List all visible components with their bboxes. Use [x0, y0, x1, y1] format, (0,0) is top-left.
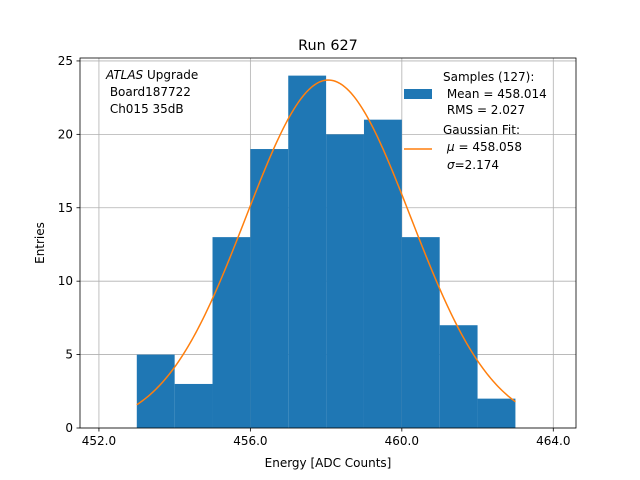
- y-tick-label: 0: [65, 421, 73, 435]
- histogram-bar: [288, 75, 327, 428]
- legend-mu-symbol: μ: [446, 140, 455, 154]
- gaussian-fit-curve: [136, 79, 516, 406]
- plot-frame: [79, 57, 577, 429]
- x-tick-label: 460.0: [385, 434, 419, 448]
- legend-samples-mean: Mean = 458.014: [443, 87, 547, 101]
- y-axis-label: Entries: [33, 222, 47, 264]
- atlas-annotation: ATLAS Upgrade Board187722 Ch015 35dB: [105, 68, 198, 116]
- annotation-upgrade: Upgrade: [143, 68, 198, 82]
- annotation-atlas: ATLAS: [105, 68, 144, 82]
- y-tick-label: 20: [58, 127, 73, 141]
- legend-sigma-value: =2.174: [455, 158, 499, 172]
- chart-title: Run 627: [298, 38, 358, 54]
- legend-mu-value: = 458.058: [455, 140, 522, 154]
- annotation-board: Board187722: [106, 85, 191, 99]
- y-tick-label: 5: [65, 348, 73, 362]
- y-tick-label: 25: [58, 54, 73, 68]
- histogram-bar: [477, 398, 516, 428]
- histogram-bars: [136, 75, 516, 429]
- y-tick-label: 15: [58, 201, 73, 215]
- histogram-bar: [439, 325, 478, 428]
- x-tick-label: 464.0: [536, 434, 570, 448]
- histogram-bar: [174, 383, 213, 428]
- legend: Samples (127): Mean = 458.014 RMS = 2.02…: [404, 70, 547, 172]
- legend-fit-mu: μ = 458.058: [446, 140, 522, 154]
- x-tick-label: 452.0: [82, 434, 116, 448]
- legend-samples-title: Samples (127):: [443, 70, 534, 84]
- x-tick-label: 456.0: [233, 434, 267, 448]
- x-axis: 452.0 456.0 460.0 464.0: [82, 428, 570, 448]
- legend-samples-rms: RMS = 2.027: [443, 103, 525, 117]
- histogram-bar: [250, 149, 289, 429]
- y-tick-label: 10: [58, 274, 73, 288]
- x-axis-label: Energy [ADC Counts]: [265, 456, 392, 470]
- histogram-bar: [212, 237, 251, 428]
- histogram-bar: [363, 119, 402, 429]
- histogram-bar: [326, 134, 364, 428]
- annotation-channel: Ch015 35dB: [106, 102, 184, 116]
- legend-sigma-symbol: σ: [447, 158, 455, 172]
- legend-fit-title: Gaussian Fit:: [443, 123, 520, 137]
- legend-samples-swatch: [404, 89, 432, 99]
- histogram-bar: [136, 354, 175, 428]
- y-axis: 0 5 10 15 20 25: [58, 54, 80, 435]
- legend-fit-sigma: σ=2.174: [447, 158, 499, 172]
- histogram-bar: [401, 237, 440, 428]
- annotation-line-1: ATLAS Upgrade: [105, 68, 198, 82]
